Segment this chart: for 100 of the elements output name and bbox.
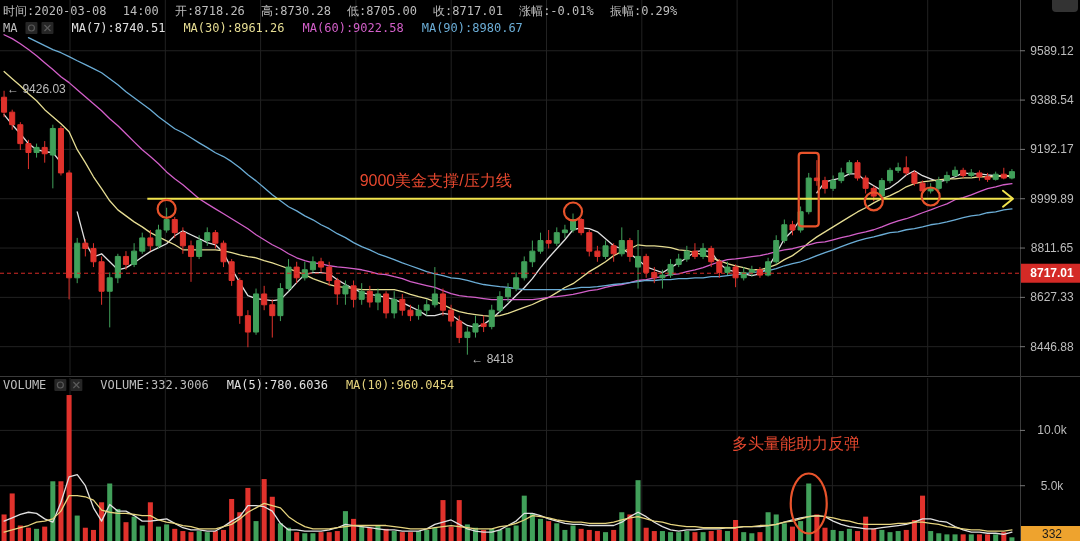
bar (196, 531, 202, 541)
bar (781, 523, 787, 541)
ref-line-label: 9000美金支撑/压力线 (359, 171, 512, 189)
bar (871, 528, 877, 541)
bar (261, 479, 267, 541)
bar (716, 529, 722, 541)
bar (676, 532, 682, 541)
bar (594, 531, 600, 541)
bar (578, 528, 584, 541)
legend: MA MA(7):8740.51 MA(30):8961.26 MA(60):9022.58 MA(90):8980.67 (3, 21, 523, 35)
bar (838, 531, 844, 541)
bar (903, 529, 909, 541)
bar (944, 534, 950, 541)
bar (993, 534, 999, 541)
bar (830, 529, 836, 541)
bar (643, 527, 649, 541)
legend-title: VOLUME (3, 378, 47, 392)
bar (391, 531, 397, 541)
bar (351, 518, 357, 541)
y-tick-label: 8446.88 (1030, 339, 1075, 354)
annotation: ← 9426.03 (7, 81, 67, 96)
y-tick-label: 5.0k (1040, 478, 1065, 493)
bar (611, 529, 617, 541)
bar (692, 532, 698, 541)
bar (627, 514, 633, 541)
bar (960, 534, 966, 541)
bar (570, 525, 576, 541)
bar (765, 512, 771, 541)
bar (513, 525, 519, 541)
bar (546, 521, 552, 541)
bar (253, 521, 259, 541)
bar (619, 512, 625, 541)
legend: VOLUME VOLUME:332.3006 MA(5):780.6036 MA(10):960.0454 (3, 378, 455, 392)
bar (50, 481, 56, 541)
bar (700, 532, 706, 541)
bar (310, 533, 316, 541)
bar (1, 514, 7, 541)
bar (326, 532, 332, 541)
bar (115, 508, 121, 541)
bar (586, 529, 592, 541)
bar (708, 531, 714, 541)
bar (789, 526, 795, 541)
bar (180, 531, 186, 541)
bar (733, 519, 739, 541)
bar (294, 532, 300, 541)
bar (245, 487, 251, 541)
bar (342, 511, 348, 541)
annotation: ← 8418 (471, 351, 514, 366)
annotation: VOLUME:332.3006 (100, 378, 209, 392)
bar (741, 532, 747, 541)
bar (188, 532, 194, 541)
bar (911, 519, 917, 541)
chart-title: 时间:2020-03-08 14:00 开:8718.26 高:8730.28 低:8705.00 收:8717.01 涨幅:-0.01% 振幅:0.29% (3, 4, 679, 18)
bar (416, 531, 422, 541)
bar (537, 518, 544, 541)
bar (42, 526, 48, 541)
bar (456, 500, 462, 541)
y-tick-label: 9589.12 (1030, 43, 1075, 58)
bar (172, 528, 178, 541)
bar (123, 522, 129, 541)
bar (562, 529, 568, 541)
y-tick-label: 8811.65 (1030, 241, 1074, 256)
bar (773, 514, 779, 541)
bar (66, 395, 72, 541)
ref-line: 9000美金支撑/压力线 (146, 171, 1014, 200)
bar (9, 493, 15, 541)
bar (936, 533, 942, 541)
legend-title: MA (3, 21, 19, 35)
bar (985, 534, 991, 541)
y-tick-label: 8999.89 (1030, 191, 1075, 206)
bar (554, 523, 560, 541)
bar (139, 525, 145, 541)
bar (822, 527, 828, 541)
bar (107, 483, 113, 541)
bar (74, 515, 80, 541)
y-tick-label: 8627.33 (1030, 290, 1075, 305)
bar (407, 532, 413, 541)
value-label: 332 (1021, 526, 1080, 541)
bar (684, 531, 690, 541)
bar (895, 531, 901, 541)
bar (846, 528, 852, 541)
bar (432, 527, 438, 541)
bar (806, 483, 812, 541)
bar (635, 480, 641, 541)
bar (651, 531, 657, 541)
bar (164, 524, 170, 541)
bar (928, 531, 934, 541)
y-tick-label: 10.0k (1037, 423, 1068, 438)
bar (155, 526, 162, 541)
bar (968, 534, 974, 541)
bar (131, 516, 137, 541)
bar (603, 532, 609, 541)
bar (668, 532, 674, 541)
bar (659, 531, 665, 541)
bar (221, 529, 227, 541)
bar (448, 526, 454, 541)
bar (529, 513, 535, 541)
bar (976, 534, 982, 541)
bar (34, 528, 40, 541)
bar (359, 526, 365, 541)
